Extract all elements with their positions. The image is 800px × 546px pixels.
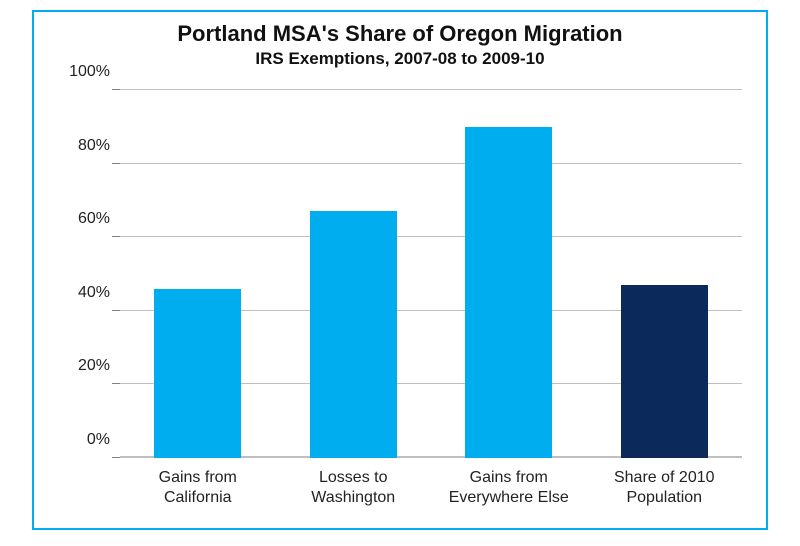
y-tick — [112, 310, 120, 311]
y-axis-label: 100% — [69, 63, 120, 81]
x-label-line1: Gains from — [159, 469, 237, 486]
chart-container: Portland MSA's Share of Oregon Migration… — [32, 10, 768, 530]
title-block: Portland MSA's Share of Oregon Migration… — [34, 12, 766, 70]
x-label-line2: California — [164, 489, 232, 506]
y-axis-label: 40% — [78, 284, 120, 302]
y-tick — [112, 457, 120, 458]
y-axis-label: 60% — [78, 210, 120, 228]
gridline — [120, 89, 742, 90]
plot-inner: 0%20%40%60%80%100%Gains fromCaliforniaLo… — [120, 90, 742, 458]
x-axis-label: Losses to Washington — [276, 458, 432, 508]
x-axis-label: Gains from Everywhere Else — [431, 458, 587, 508]
bar — [154, 289, 241, 458]
y-axis-label: 20% — [78, 357, 120, 375]
y-tick — [112, 383, 120, 384]
plot-area: 0%20%40%60%80%100%Gains fromCaliforniaLo… — [120, 90, 742, 458]
x-axis-label: Share of 2010 Population — [587, 458, 743, 508]
y-axis-label: 0% — [87, 431, 120, 449]
gridline — [120, 163, 742, 164]
x-axis-label: Gains from California — [120, 458, 276, 508]
x-label-line1: Losses to — [319, 469, 387, 486]
x-label-line2: Population — [626, 489, 702, 506]
chart-title: Portland MSA's Share of Oregon Migration — [34, 20, 766, 48]
bar — [621, 285, 708, 458]
bar — [310, 211, 397, 458]
x-label-line2: Washington — [311, 489, 395, 506]
y-tick — [112, 89, 120, 90]
x-label-line2: Everywhere Else — [449, 489, 569, 506]
x-label-line1: Share of 2010 — [614, 469, 715, 486]
x-label-line1: Gains from — [470, 469, 548, 486]
bar — [465, 127, 552, 458]
y-tick — [112, 163, 120, 164]
y-tick — [112, 236, 120, 237]
chart-subtitle: IRS Exemptions, 2007-08 to 2009-10 — [34, 48, 766, 70]
y-axis-label: 80% — [78, 137, 120, 155]
gridline — [120, 236, 742, 237]
